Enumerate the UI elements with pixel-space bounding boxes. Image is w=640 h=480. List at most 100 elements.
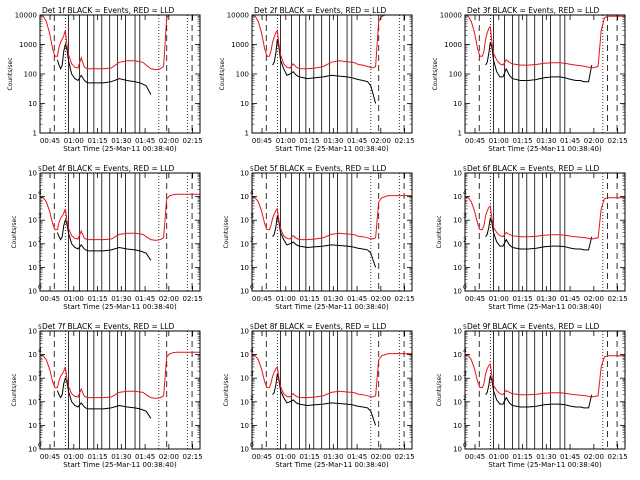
x-tick-label: 01:45 <box>560 295 580 303</box>
y-tick-label: 10 <box>453 264 462 272</box>
x-tick-label: 02:00 <box>159 453 179 461</box>
events-rate-series <box>485 216 593 251</box>
y-axis-label: Counts/sec <box>436 215 443 248</box>
y-tick-label: 10000 <box>15 12 37 20</box>
y-tick-label: 10 <box>28 422 37 430</box>
y-tick-exponent: 0 <box>250 442 254 449</box>
y-tick-label: 100 <box>24 71 37 79</box>
y-tick-label: 10 <box>28 240 37 248</box>
x-axis-label: Start Time (25-Mar-11 00:38:40) <box>275 303 389 311</box>
events-rate-series <box>56 218 152 261</box>
x-tick-label: 02:00 <box>159 295 179 303</box>
y-tick-label: 10000 <box>440 12 462 20</box>
y-tick-exponent: 2 <box>250 237 254 244</box>
panel-title: Det 8f BLACK = Events, RED = LLD <box>254 322 387 331</box>
y-tick-label: 10 <box>28 398 37 406</box>
panel-title: Det 1f BLACK = Events, RED = LLD <box>42 6 175 15</box>
panel-title: Det 2f BLACK = Events, RED = LLD <box>254 6 387 15</box>
x-tick-label: 01:30 <box>111 137 131 145</box>
y-tick-label: 1000 <box>444 41 462 49</box>
y-tick-exponent: 3 <box>250 371 254 378</box>
x-tick-label: 00:45 <box>40 453 60 461</box>
y-tick-label: 10 <box>240 217 249 225</box>
y-tick-label: 10 <box>240 240 249 248</box>
y-tick-label: 10 <box>240 422 249 430</box>
lld-rate-series <box>465 15 625 69</box>
events-rate-series <box>272 373 377 426</box>
y-tick-label: 10 <box>453 170 462 178</box>
lld-rate-series <box>252 15 387 70</box>
x-tick-label: 01:15 <box>512 295 532 303</box>
panel-det-7: Det 7f BLACK = Events, RED = LLD 00:45 01:… <box>11 322 203 469</box>
y-tick-label: 10 <box>28 288 37 296</box>
y-tick-exponent: 5 <box>250 324 254 331</box>
y-tick-exponent: 2 <box>38 395 42 402</box>
x-tick-label: 01:30 <box>323 295 343 303</box>
x-tick-label: 01:45 <box>135 137 155 145</box>
y-tick-exponent: 3 <box>38 371 42 378</box>
x-tick-label: 02:15 <box>395 137 415 145</box>
y-tick-label: 10 <box>240 398 249 406</box>
y-tick-exponent: 0 <box>250 284 254 291</box>
x-tick-label: 02:00 <box>159 137 179 145</box>
x-tick-label: 01:45 <box>347 295 367 303</box>
plot-frame <box>39 330 201 450</box>
y-tick-label: 1 <box>245 130 249 138</box>
x-tick-label: 01:15 <box>512 453 532 461</box>
y-tick-exponent: 3 <box>463 371 467 378</box>
x-tick-label: 01:00 <box>64 137 84 145</box>
y-tick-exponent: 3 <box>38 213 42 220</box>
y-tick-label: 10 <box>453 100 462 108</box>
x-tick-label: 02:00 <box>371 295 391 303</box>
panel-det-3: Det 3f BLACK = Events, RED = LLD 00:45 01:… <box>432 6 628 153</box>
y-tick-exponent: 5 <box>250 166 254 173</box>
x-tick-label: 01:30 <box>536 453 556 461</box>
y-tick-label: 10 <box>453 351 462 359</box>
panel-title: Det 6f BLACK = Events, RED = LLD <box>467 164 600 173</box>
y-tick-exponent: 5 <box>463 324 467 331</box>
x-tick-label: 01:00 <box>64 453 84 461</box>
x-tick-label: 02:15 <box>608 295 628 303</box>
y-tick-label: 10 <box>28 193 37 201</box>
y-tick-label: 10 <box>240 170 249 178</box>
events-rate-series <box>272 39 377 104</box>
y-tick-label: 10 <box>240 351 249 359</box>
y-tick-label: 1 <box>458 130 462 138</box>
plot-frame <box>464 172 626 292</box>
x-tick-label: 01:00 <box>276 295 296 303</box>
x-tick-label: 02:15 <box>183 295 203 303</box>
x-axis-label: Start Time (25-Mar-11 00:38:40) <box>275 461 389 469</box>
y-axis-label: Counts/sec <box>219 57 226 90</box>
y-tick-exponent: 1 <box>250 260 254 267</box>
x-axis-label: Start Time (25-Mar-11 00:38:40) <box>488 461 602 469</box>
x-tick-label: 02:00 <box>584 137 604 145</box>
y-tick-label: 10 <box>240 193 249 201</box>
x-tick-label: 02:15 <box>183 453 203 461</box>
x-tick-label: 01:15 <box>512 137 532 145</box>
y-axis-label: Counts/sec <box>7 57 14 90</box>
x-tick-label: 01:15 <box>299 137 319 145</box>
plot-frame <box>39 172 201 292</box>
x-tick-label: 01:30 <box>111 295 131 303</box>
x-tick-label: 01:45 <box>135 295 155 303</box>
x-tick-label: 01:00 <box>489 137 509 145</box>
y-tick-label: 10 <box>453 446 462 454</box>
y-axis-label: Counts/sec <box>11 215 18 248</box>
x-tick-label: 00:45 <box>465 453 485 461</box>
panel-det-6: Det 6f BLACK = Events, RED = LLD 00:45 01:… <box>436 164 628 311</box>
y-tick-label: 10 <box>28 446 37 454</box>
y-tick-label: 10 <box>240 100 249 108</box>
y-tick-exponent: 0 <box>463 442 467 449</box>
y-tick-exponent: 1 <box>250 418 254 425</box>
x-tick-label: 02:00 <box>584 453 604 461</box>
x-tick-label: 01:30 <box>536 137 556 145</box>
y-tick-label: 10 <box>240 375 249 383</box>
x-tick-label: 01:30 <box>323 137 343 145</box>
x-tick-label: 01:15 <box>299 295 319 303</box>
y-tick-label: 10 <box>28 351 37 359</box>
x-tick-label: 01:15 <box>299 453 319 461</box>
y-tick-label: 10 <box>240 288 249 296</box>
events-rate-series <box>56 376 152 419</box>
x-tick-label: 01:45 <box>347 453 367 461</box>
